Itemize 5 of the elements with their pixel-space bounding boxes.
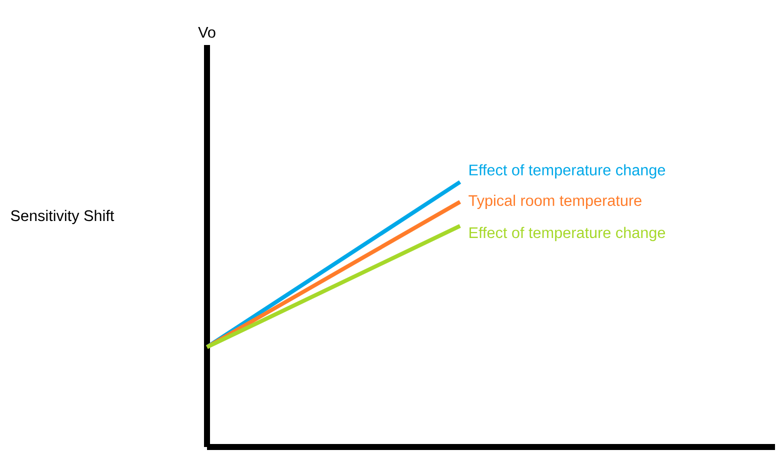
series-label: Effect of temperature change bbox=[470, 164, 666, 178]
series-label: Effect of temperature change bbox=[470, 226, 666, 242]
text: Sensitivity Shift bbox=[10, 210, 114, 224]
series-label: Typical room temperature bbox=[468, 194, 642, 210]
text: Vo bbox=[198, 27, 216, 38]
